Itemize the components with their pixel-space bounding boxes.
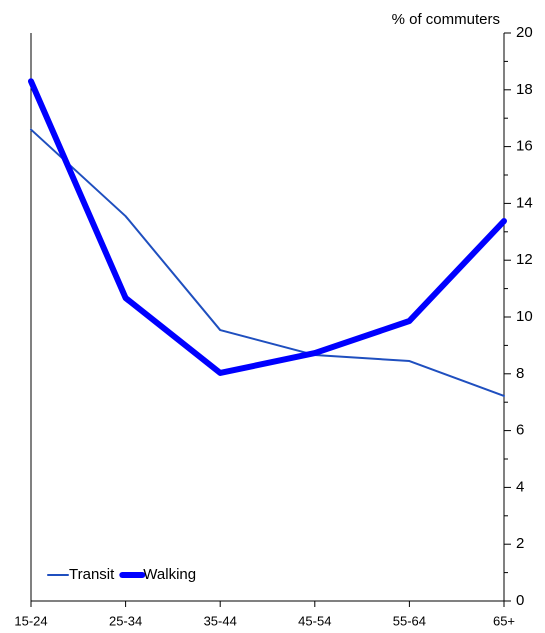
y-tick-label: 16 <box>516 138 533 155</box>
x-tick-label: 45-54 <box>298 613 331 628</box>
y-tick-label: 0 <box>516 592 524 609</box>
y-tick-label: 4 <box>516 478 524 495</box>
y-tick-label: 6 <box>516 422 524 439</box>
y-tick-label: 2 <box>516 535 524 552</box>
x-tick-label: 15-24 <box>14 613 47 628</box>
y-axis-label: % of commuters <box>392 11 500 28</box>
y-tick-label: 10 <box>516 308 533 325</box>
y-tick-label: 8 <box>516 365 524 382</box>
legend-label: Transit <box>69 566 115 583</box>
y-tick-label: 14 <box>516 194 533 211</box>
x-tick-label: 35-44 <box>204 613 237 628</box>
x-tick-label: 25-34 <box>109 613 142 628</box>
series-line <box>30 128 505 397</box>
y-tick-label: 12 <box>516 251 533 268</box>
x-tick-label: 55-64 <box>393 613 426 628</box>
legend-label: Walking <box>143 566 196 583</box>
y-tick-label: 20 <box>516 24 533 41</box>
x-tick-label: 65+ <box>493 613 515 628</box>
series-line <box>28 78 507 376</box>
y-tick-label: 18 <box>516 81 533 98</box>
